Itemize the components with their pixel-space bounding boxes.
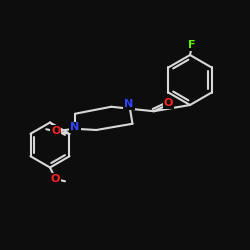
Text: O: O [51, 126, 60, 136]
Text: O: O [50, 174, 60, 184]
Text: N: N [124, 99, 134, 109]
Text: F: F [188, 40, 196, 50]
Text: O: O [164, 98, 173, 108]
Text: N: N [70, 122, 80, 132]
